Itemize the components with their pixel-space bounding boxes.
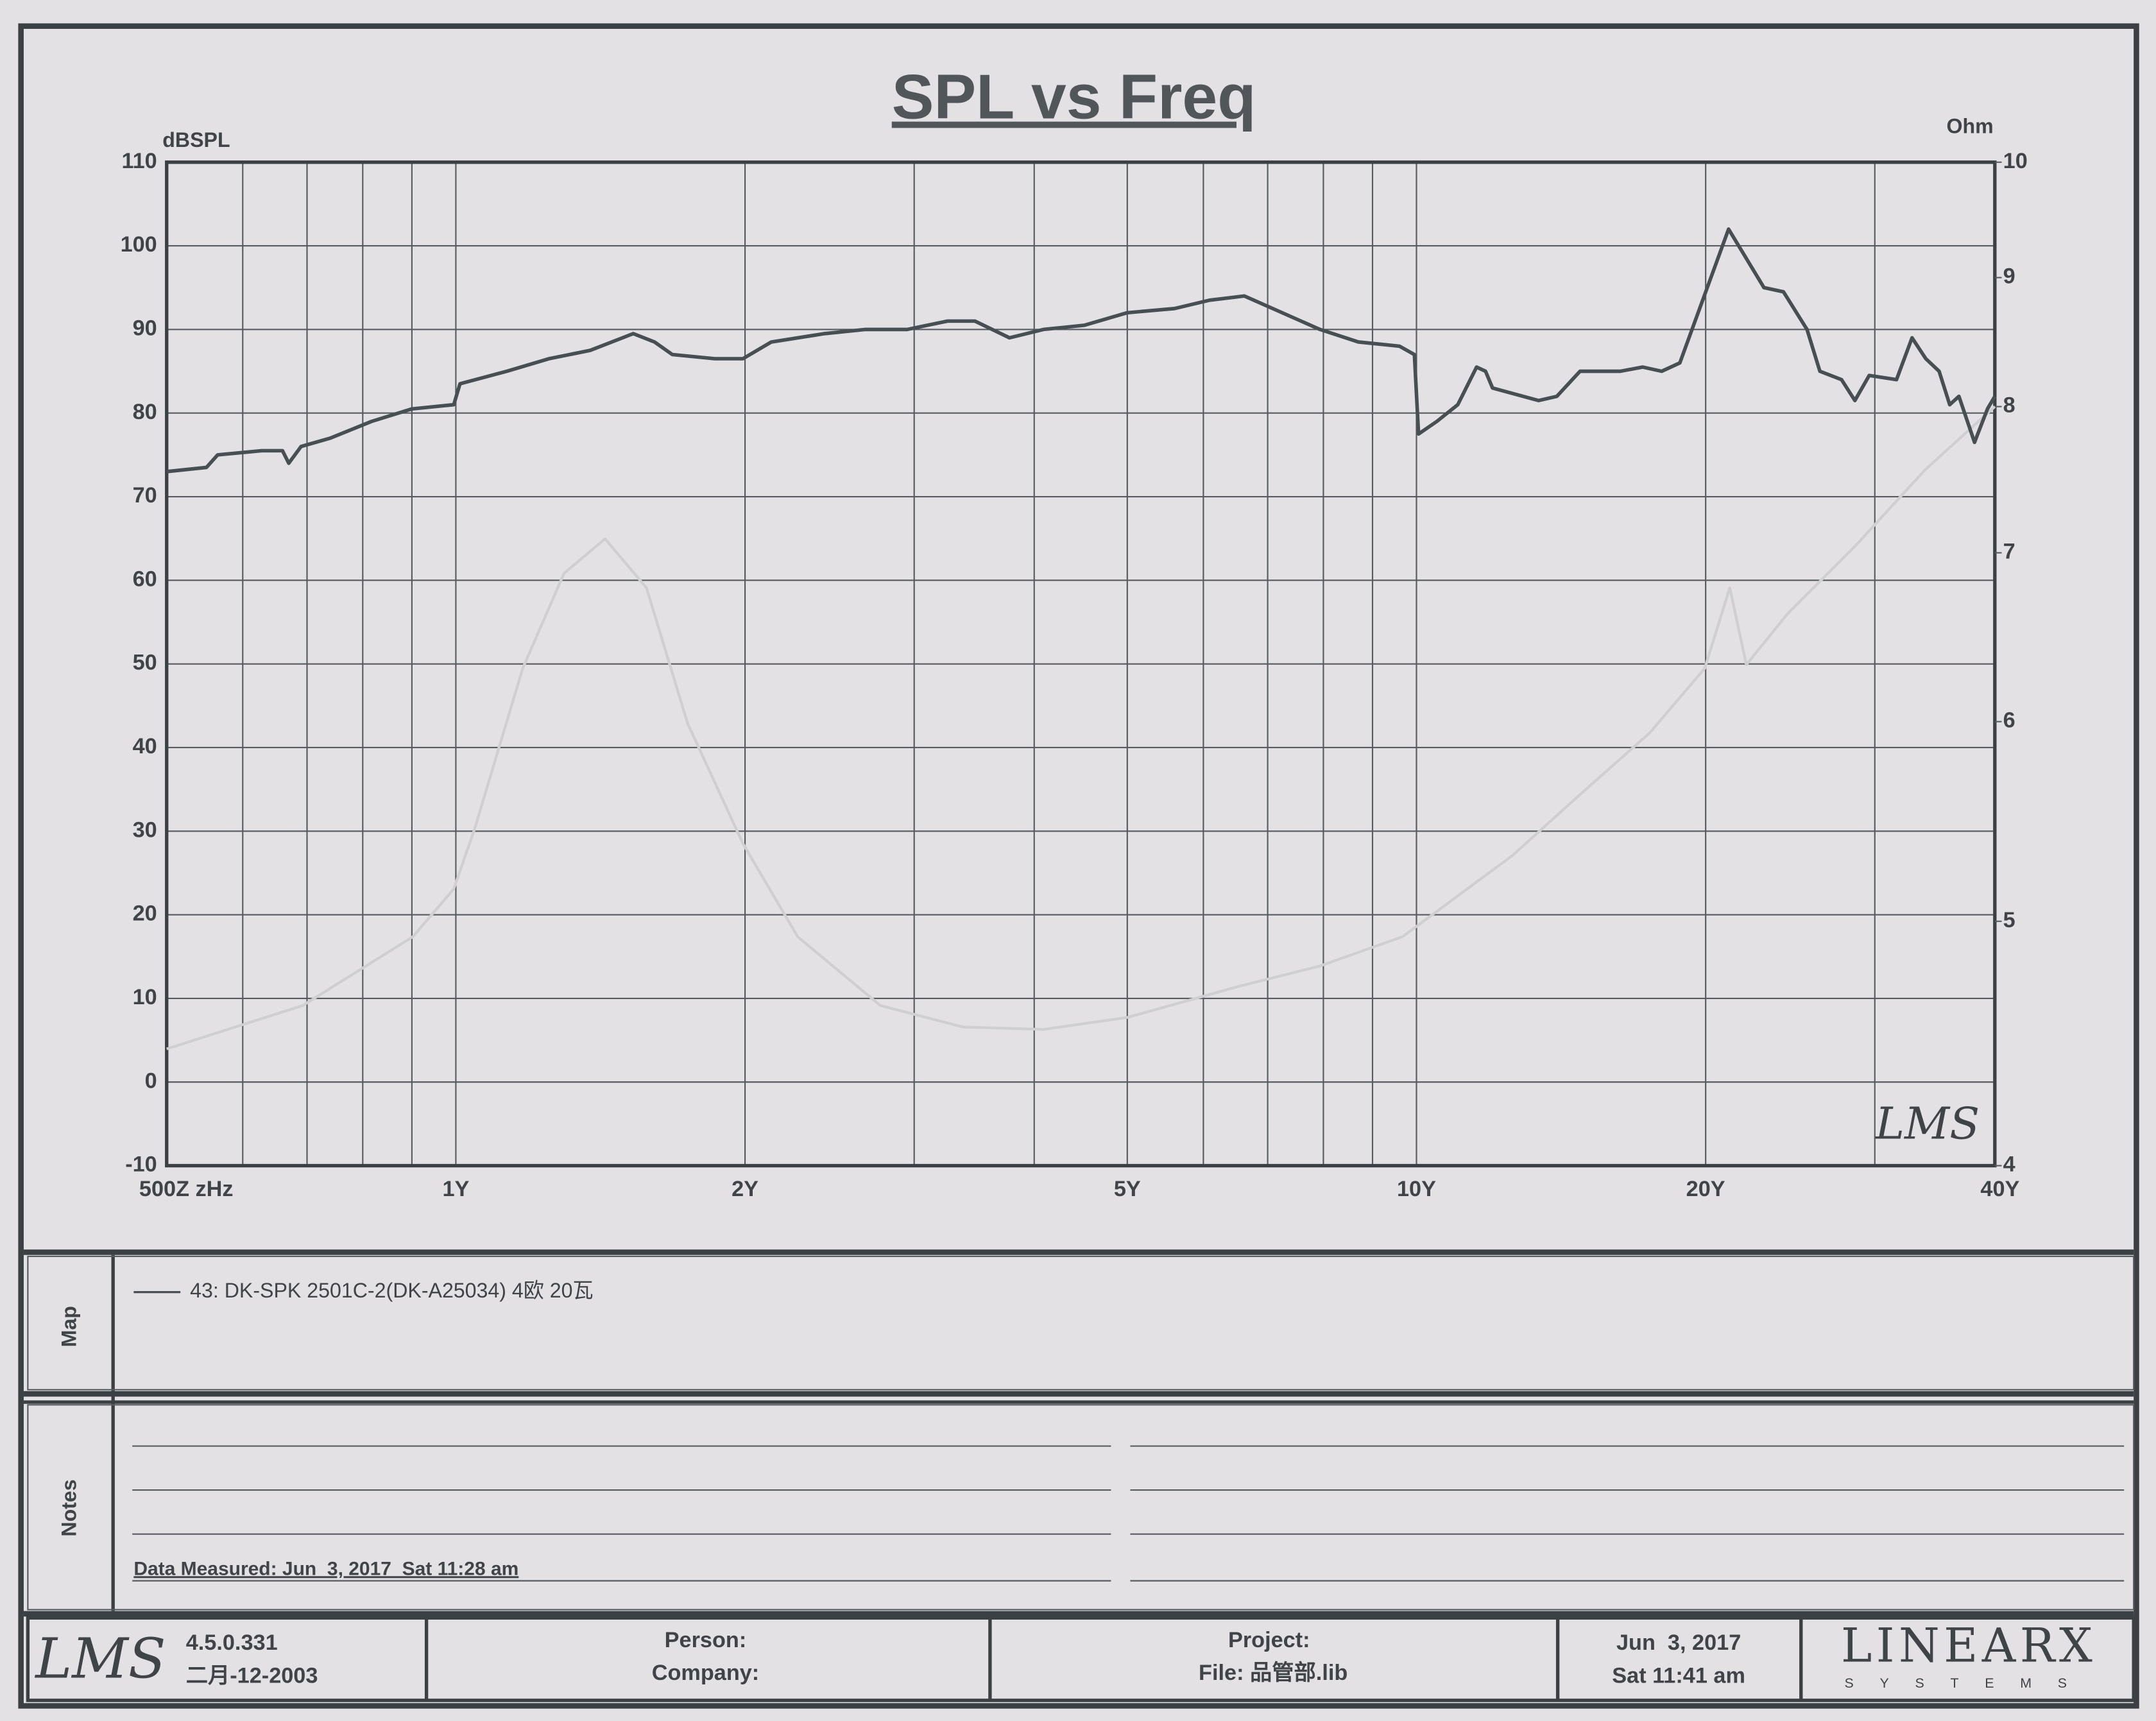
version: 4.5.0.331 [186, 1631, 278, 1655]
y2-axis-label: Ohm [1946, 115, 1993, 138]
y-tick-label: 90 [133, 316, 157, 340]
chart-logo: LMS [1874, 1099, 1980, 1150]
y-tick-label: 70 [133, 483, 157, 508]
y2-tick-label: 6 [2003, 708, 2015, 733]
footer-box [26, 1616, 2135, 1702]
y-tick-label: 10 [133, 985, 157, 1009]
y2-tick-label: 5 [2003, 908, 2015, 932]
x-tick-label: 2Y [732, 1177, 758, 1201]
chart-title: SPL vs Freq [892, 62, 1256, 132]
y2-tick-label: 9 [2003, 264, 2015, 289]
map-label: Map [57, 1306, 80, 1347]
brand-sub: SYSTEMS [1845, 1675, 2093, 1691]
print-time: Sat 11:41 am [1612, 1663, 1745, 1688]
series-line [166, 406, 1996, 1050]
series-line [166, 227, 1997, 474]
person: Person: [665, 1628, 747, 1652]
y-tick-label: -10 [125, 1152, 157, 1177]
x-tick-label: 20Y [1686, 1177, 1725, 1201]
plot-frame [165, 160, 1997, 1168]
x-tick-label: 5Y [1114, 1177, 1141, 1201]
file: File: 品管部.lib [1199, 1661, 1348, 1685]
version-date: 二月-12-2003 [186, 1663, 318, 1688]
map-box [27, 1255, 2135, 1391]
print-date: Jun 3, 2017 [1616, 1631, 1741, 1655]
y-tick-label: 30 [133, 818, 157, 842]
y-tick-label: 100 [121, 232, 157, 257]
y-tick-label: 60 [133, 567, 157, 591]
notes-box [27, 1404, 2135, 1611]
plot: -10 0 10 20 30 40 50 60 70 80 90 100 110 4 5 6 7 8 9 10 500Z… [121, 149, 2028, 1201]
note-lines [132, 1445, 2125, 1582]
brand: LINEARX [1841, 1619, 2096, 1674]
y2-tick-label: 4 [2003, 1152, 2015, 1177]
x-tick-label: 40Y [1980, 1177, 2019, 1201]
y-axis-label: dBSPL [162, 128, 230, 151]
y-tick-label: 40 [133, 734, 157, 758]
y-tick-label: 110 [121, 149, 157, 173]
y-tick-label: 20 [133, 902, 157, 926]
y2-tick-label: 8 [2003, 393, 2015, 418]
company: Company: [652, 1661, 760, 1685]
notes-label: Notes [57, 1479, 80, 1536]
x-tick-label: 10Y [1397, 1177, 1436, 1201]
y-tick-label: 80 [133, 400, 157, 424]
footer-logo: LMS [34, 1627, 166, 1691]
frame [18, 23, 2139, 1709]
y2-tick-label: 7 [2003, 540, 2015, 564]
y-tick-label: 50 [133, 651, 157, 675]
x-tick-label: 500Z zHz [139, 1177, 234, 1201]
data-measured: Data Measured: Jun 3, 2017 Sat 11:28 am [133, 1558, 518, 1579]
legend-entry: 43: DK-SPK 2501C-2(DK-A25034) 4欧 20瓦 [190, 1279, 594, 1302]
project: Project: [1228, 1628, 1310, 1652]
y-tick-label: 0 [145, 1068, 157, 1093]
x-tick-label: 1Y [442, 1177, 469, 1201]
y2-tick-label: 10 [2003, 149, 2028, 173]
